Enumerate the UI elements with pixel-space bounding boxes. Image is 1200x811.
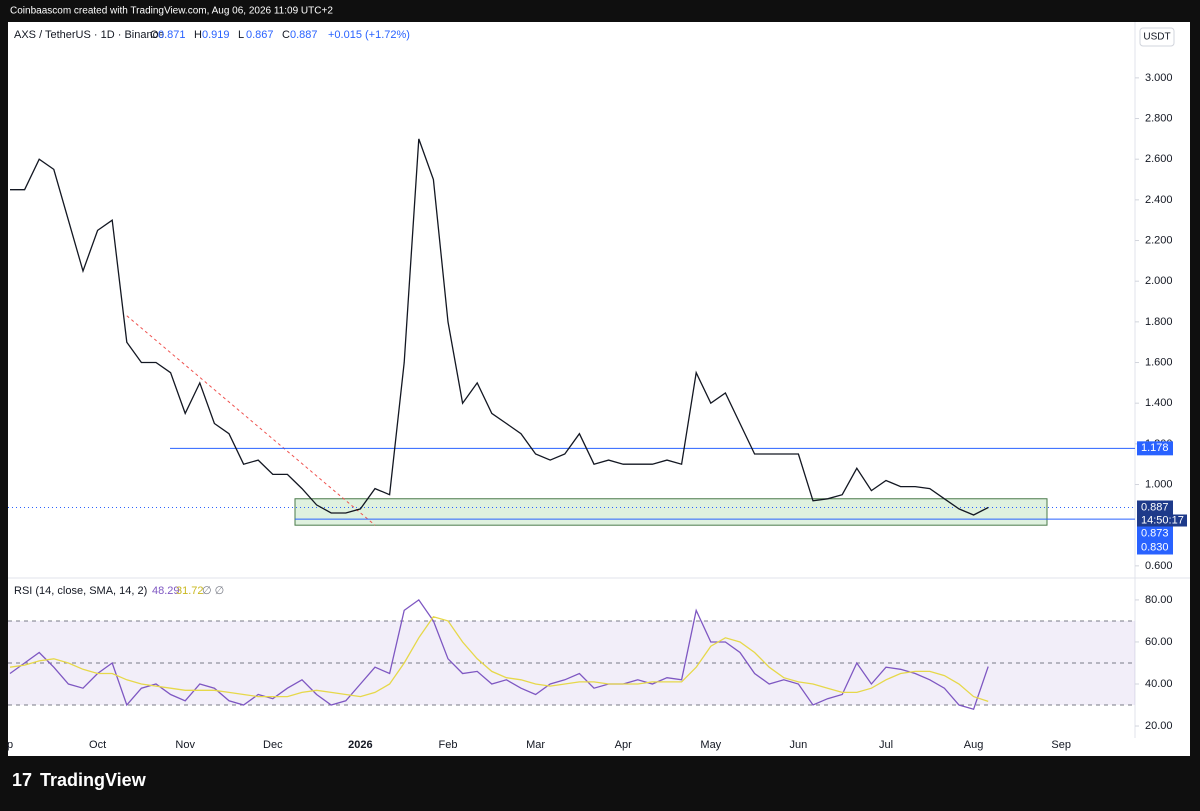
y-tick-label: 40.00 — [1145, 678, 1173, 690]
stat-value: 0.887 — [290, 29, 318, 41]
y-tick-label: 1.400 — [1145, 397, 1173, 409]
x-tick-label: 2026 — [348, 739, 372, 751]
rsi-title: RSI (14, close, SMA, 14, 2) — [14, 585, 147, 597]
stat-value: 0.867 — [246, 29, 274, 41]
price-label: 1.178 — [1141, 442, 1169, 454]
y-tick-label: 3.000 — [1145, 72, 1173, 84]
price-label-box — [1137, 540, 1173, 555]
y-tick-label: 80.00 — [1145, 594, 1173, 606]
countdown-box — [1137, 514, 1187, 527]
x-tick-label: Nov — [175, 739, 195, 751]
y-tick-label: 2.400 — [1145, 194, 1173, 206]
support-zone — [294, 498, 1048, 526]
x-tick-label: Sep — [1051, 739, 1071, 751]
caption: Coinbaascom created with TradingView.com… — [10, 6, 333, 17]
x-tick-label: Jul — [879, 739, 893, 751]
y-tick-label: 2.600 — [1145, 153, 1173, 165]
stat-value: 0.919 — [202, 29, 230, 41]
stat-label: L — [238, 29, 244, 41]
price-label-box — [1137, 441, 1173, 456]
price-line-series — [10, 138, 989, 516]
brand: TradingView — [40, 770, 147, 790]
countdown: 14:50:17 — [1141, 514, 1184, 526]
stat-value: 0.871 — [158, 29, 186, 41]
rsi-sma-line — [9, 615, 989, 703]
price-label: 0.830 — [1141, 541, 1169, 553]
y-tick-label: 2.800 — [1145, 112, 1173, 124]
x-tick-label: p — [7, 739, 13, 751]
rsi-line — [9, 598, 989, 710]
chart-background — [8, 22, 1190, 756]
price-label-box — [1137, 500, 1173, 515]
rsi-extra: ∅ ∅ — [202, 585, 224, 597]
currency-box — [1139, 27, 1175, 47]
y-tick-label: 2.200 — [1145, 234, 1173, 246]
trend-line — [126, 315, 376, 526]
stat-label: C — [282, 29, 290, 41]
symbol-title: AXS / TetherUS · 1D · Binance — [14, 29, 164, 41]
rsi-sma-value: 31.72 — [176, 585, 204, 597]
change: +0.015 (+1.72%) — [328, 29, 410, 41]
x-tick-label: Apr — [615, 739, 632, 751]
y-tick-label: 1.600 — [1145, 356, 1173, 368]
y-tick-label: 1.800 — [1145, 316, 1173, 328]
rsi-value: 48.29 — [152, 585, 180, 597]
x-tick-label: May — [700, 739, 721, 751]
y-tick-label: 2.000 — [1145, 275, 1173, 287]
x-tick-label: Feb — [439, 739, 458, 751]
price-label: 0.887 — [1141, 501, 1169, 513]
price-label-box — [1137, 526, 1173, 541]
x-tick-label: Jun — [790, 739, 808, 751]
y-tick-label: 0.600 — [1145, 560, 1173, 572]
stat-label: O — [150, 29, 159, 41]
stat-label: H — [194, 29, 202, 41]
currency: USDT — [1143, 32, 1170, 43]
x-tick-label: Dec — [263, 739, 283, 751]
x-tick-label: Aug — [964, 739, 984, 751]
x-tick-label: Oct — [89, 739, 106, 751]
price-label: 0.873 — [1141, 527, 1169, 539]
y-tick-label: 60.00 — [1145, 636, 1173, 648]
y-tick-label: 20.00 — [1145, 720, 1173, 732]
x-tick-label: Mar — [526, 739, 545, 751]
brand-logo: 17 — [12, 770, 32, 790]
y-tick-label: 1.000 — [1145, 478, 1173, 490]
